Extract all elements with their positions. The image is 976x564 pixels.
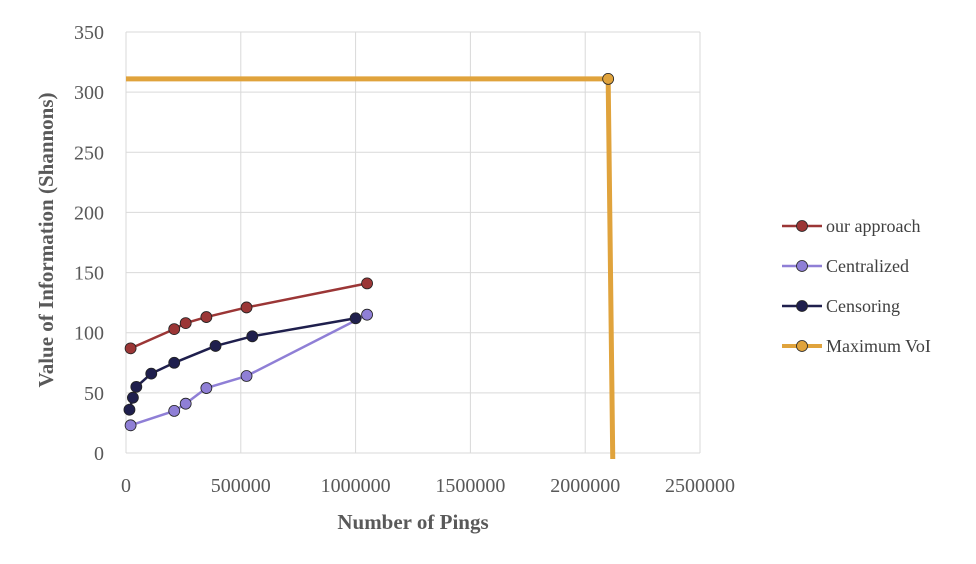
data-point [123, 403, 136, 416]
legend-marker [796, 300, 808, 312]
series-maximum-voi [126, 73, 616, 460]
data-point [168, 356, 181, 369]
data-point [361, 277, 373, 290]
series-our-approach [124, 277, 373, 355]
series-line [130, 313, 368, 427]
x-tick-label: 1000000 [321, 475, 391, 497]
data-point [240, 370, 253, 382]
data-point [130, 380, 143, 393]
legend-marker [796, 260, 808, 272]
legend-label: Centralized [826, 256, 909, 276]
y-tick-label: 150 [74, 263, 104, 285]
series-layer [123, 73, 616, 460]
x-tick-label: 0 [121, 475, 131, 497]
data-point [179, 317, 192, 329]
legend-marker [796, 220, 808, 232]
data-point [361, 308, 373, 321]
series-line [128, 317, 356, 411]
y-axis-title: Value of Information (Shannons) [34, 92, 58, 387]
data-point [602, 73, 615, 85]
series-centralized [124, 308, 373, 432]
y-tick-label: 300 [74, 82, 104, 104]
legend-label: our approach [826, 216, 920, 236]
legend-label: Maximum VoI [826, 336, 931, 356]
data-point [168, 323, 181, 336]
series-line [126, 76, 616, 460]
data-point [124, 419, 137, 432]
grid [125, 31, 701, 454]
x-axis-title: Number of Pings [337, 510, 488, 534]
x-tick-label: 2000000 [550, 475, 620, 497]
data-point [200, 311, 213, 323]
y-tick-label: 250 [74, 142, 104, 164]
series-censoring [123, 312, 362, 416]
data-point [240, 301, 253, 314]
data-point [126, 391, 139, 404]
data-point [145, 367, 158, 380]
x-tick-label: 500000 [211, 475, 271, 497]
x-tick-label: 1500000 [435, 475, 505, 497]
data-point [168, 404, 181, 417]
data-point [179, 397, 192, 410]
x-tick-label: 2500000 [665, 475, 735, 497]
series-line [130, 282, 368, 350]
data-point [349, 312, 362, 325]
axes: 0 50 100 150 200 250 300 350 0 500000 1000000 15000… [74, 22, 735, 497]
y-tick-label: 0 [94, 443, 104, 465]
legend: our approach Centralized Censoring Maximum … [782, 216, 931, 356]
data-point [200, 382, 213, 394]
y-tick-label: 350 [74, 22, 104, 44]
legend-marker [796, 340, 808, 352]
legend-label: Censoring [826, 296, 900, 316]
y-tick-label: 100 [74, 323, 104, 345]
data-point [124, 342, 137, 355]
y-tick-label: 200 [74, 202, 104, 224]
data-point [246, 330, 259, 343]
data-point [209, 340, 222, 352]
y-tick-label: 50 [84, 383, 104, 405]
